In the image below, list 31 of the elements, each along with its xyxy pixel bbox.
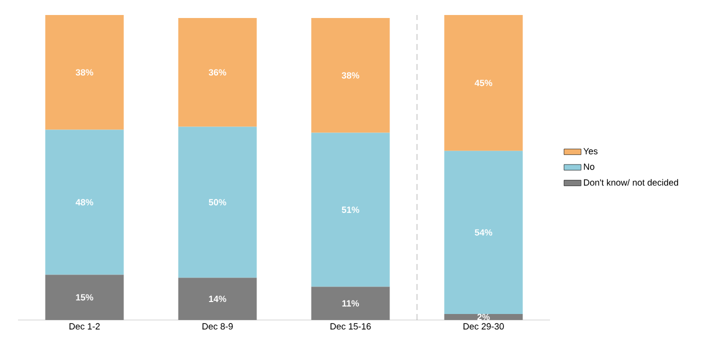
data-label: 38%	[342, 72, 360, 79]
x-tick-label: Dec 15-16	[330, 323, 371, 330]
bar	[444, 14, 523, 151]
bar	[45, 14, 124, 130]
data-label: 2%	[477, 314, 490, 320]
bar	[45, 274, 124, 320]
data-label: 38%	[76, 69, 94, 76]
bar	[311, 18, 390, 133]
x-tick-label: Dec 1-2	[70, 323, 100, 330]
data-label: 14%	[209, 296, 226, 302]
x-tick-label: Dec 29-30	[464, 323, 504, 330]
data-label: 15%	[76, 294, 94, 301]
data-label: 51%	[342, 206, 360, 213]
data-label: 54%	[474, 229, 492, 236]
x-tick-label: Dec 8-9	[202, 323, 233, 330]
bar	[45, 130, 124, 275]
data-label: 11%	[342, 300, 359, 307]
data-label: 50%	[208, 199, 226, 206]
bar	[311, 286, 390, 320]
data-label: 45%	[474, 80, 492, 86]
bar	[444, 150, 523, 314]
bar	[311, 132, 390, 287]
bar	[178, 278, 257, 320]
bar	[178, 126, 257, 278]
legend-label: No	[584, 164, 594, 170]
legend-label: Don't know/ not decided	[584, 179, 678, 186]
data-label: 48%	[76, 199, 94, 206]
bar	[178, 18, 257, 127]
bar	[444, 314, 523, 320]
data-label: 36%	[208, 69, 226, 76]
legend-label: Yes	[583, 148, 598, 154]
